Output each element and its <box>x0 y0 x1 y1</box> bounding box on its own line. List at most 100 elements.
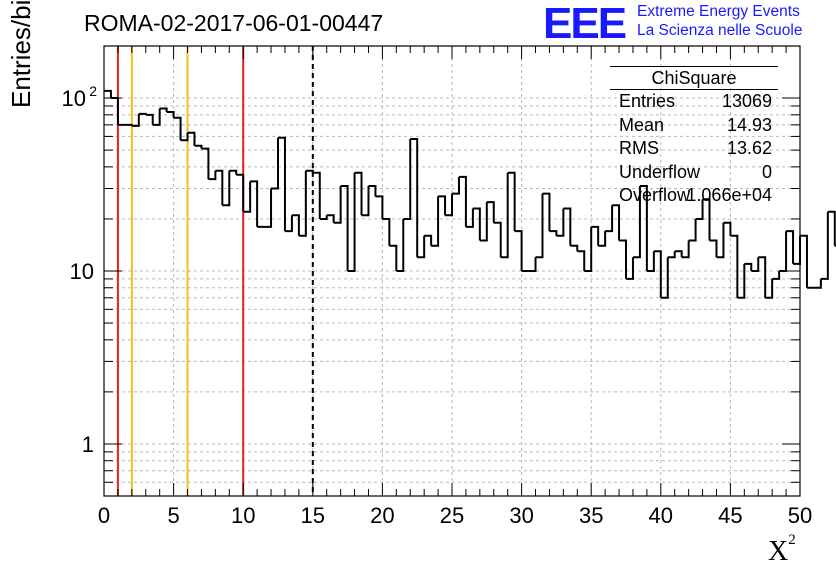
histogram-bin <box>312 171 321 219</box>
histogram-bin <box>632 186 641 259</box>
histogram-bin <box>591 225 600 246</box>
histogram-bin <box>486 201 495 223</box>
stats-row-overflow: Overflow 1.066e+04 <box>610 184 778 208</box>
logo-subtitle: Extreme Energy Events La Scienza nelle S… <box>637 2 802 40</box>
histogram-bin <box>681 240 690 259</box>
chart-title: ROMA-02-2017-06-01-00447 <box>84 10 384 36</box>
histogram-bin <box>396 218 405 272</box>
histogram-bin <box>145 113 154 125</box>
histogram-bin <box>751 257 760 272</box>
stats-row-entries: Entries 13069 <box>610 90 778 114</box>
x-tick-label: 35 <box>579 503 603 528</box>
eee-logo: EEE <box>543 0 627 48</box>
stats-row-mean: Mean 14.93 <box>610 114 778 138</box>
histogram-bin <box>305 169 314 173</box>
histogram-bin <box>354 171 363 216</box>
y-tick-label: 10 <box>62 86 86 111</box>
histogram-bin <box>813 278 822 289</box>
histogram-bin <box>479 202 488 242</box>
histogram-bin <box>786 230 795 264</box>
histogram-bin <box>152 108 161 126</box>
x-tick-label: 20 <box>370 503 394 528</box>
stats-box: ChiSquare Entries 13069 Mean 14.93 RMS 13.6… <box>610 66 778 208</box>
histogram-bin <box>284 215 293 233</box>
histogram-bin <box>173 116 182 141</box>
x-tick-label: 50 <box>788 503 812 528</box>
histogram-bin <box>744 262 753 271</box>
histogram-bin <box>556 208 565 237</box>
logo-line-2: La Scienza nelle Scuole <box>637 22 803 39</box>
y-tick-label: 10 <box>70 259 94 284</box>
histogram-bin <box>326 214 335 223</box>
histogram-bin <box>598 231 607 247</box>
y-tick-label: 1 <box>82 432 94 457</box>
histogram-bin <box>626 257 634 280</box>
x-tick-label: 5 <box>167 503 179 528</box>
histogram-bin <box>500 172 509 259</box>
histogram-bin <box>215 169 224 206</box>
histogram-bin <box>110 97 119 125</box>
x-axis-label-symbol: X <box>768 536 789 567</box>
histogram-bin <box>208 170 217 181</box>
histogram-bin <box>827 210 836 246</box>
histogram-bin <box>291 214 300 236</box>
histogram-bin <box>222 170 231 207</box>
histogram-bin <box>667 251 676 259</box>
histogram-bin <box>793 235 801 265</box>
histogram-bin <box>709 239 718 258</box>
histogram-bin <box>820 211 829 280</box>
histogram-bin <box>194 144 203 149</box>
histogram-bin <box>403 138 412 220</box>
histogram-bin <box>528 257 537 272</box>
histogram-bin <box>278 136 286 232</box>
histogram-bin <box>124 123 133 126</box>
histogram-bin <box>298 170 307 237</box>
x-axis-label-exponent: 2 <box>788 531 796 548</box>
x-tick-label: 0 <box>98 503 110 528</box>
histogram-bin <box>340 185 349 271</box>
histogram-bin <box>319 215 328 220</box>
histogram-bin <box>619 239 627 279</box>
stats-value: 14.93 <box>726 114 772 135</box>
stats-label: Underflow <box>619 161 701 182</box>
x-tick-label: 25 <box>440 503 464 528</box>
histogram-bin <box>410 137 419 258</box>
histogram-bin <box>688 218 697 242</box>
stats-row-rms: RMS 13.62 <box>610 137 778 161</box>
stats-value: 13069 <box>721 91 772 111</box>
histogram-bin <box>653 250 662 298</box>
histogram-bin <box>570 244 579 252</box>
histogram-bin <box>514 230 523 271</box>
histogram-bin <box>737 263 746 299</box>
histogram-bin <box>458 175 467 227</box>
x-tick-label: 45 <box>718 503 742 528</box>
histogram-bin <box>702 198 711 241</box>
x-axis-label: X2 <box>768 532 796 568</box>
stats-label: Entries <box>619 91 676 111</box>
histogram-bin <box>472 207 481 241</box>
histogram-bin <box>507 171 516 232</box>
histogram-bin <box>187 131 196 146</box>
stats-label: RMS <box>619 138 659 158</box>
histogram-bin <box>138 112 147 115</box>
stats-label: Overflow <box>619 185 691 205</box>
stats-value: 0 <box>761 161 772 182</box>
histogram-bin <box>166 111 175 118</box>
histogram-bin <box>424 234 433 246</box>
histogram-bin <box>639 185 648 271</box>
histogram-bin <box>716 222 725 259</box>
stats-title: ChiSquare <box>610 66 778 90</box>
histogram-bin <box>201 147 210 180</box>
logo-line-1: Extreme Energy Events <box>637 3 800 20</box>
histogram-bin <box>159 107 168 113</box>
x-tick-label: 10 <box>231 503 255 528</box>
histogram-bin <box>765 278 774 299</box>
histogram-bin <box>229 169 238 175</box>
histogram-bin <box>445 193 453 217</box>
histogram-bin <box>104 89 112 99</box>
histogram-bin <box>452 176 460 195</box>
histogram-bin <box>695 199 704 220</box>
histogram-bin <box>646 251 655 272</box>
histogram-bin <box>347 172 356 272</box>
histogram-bin <box>271 137 279 190</box>
